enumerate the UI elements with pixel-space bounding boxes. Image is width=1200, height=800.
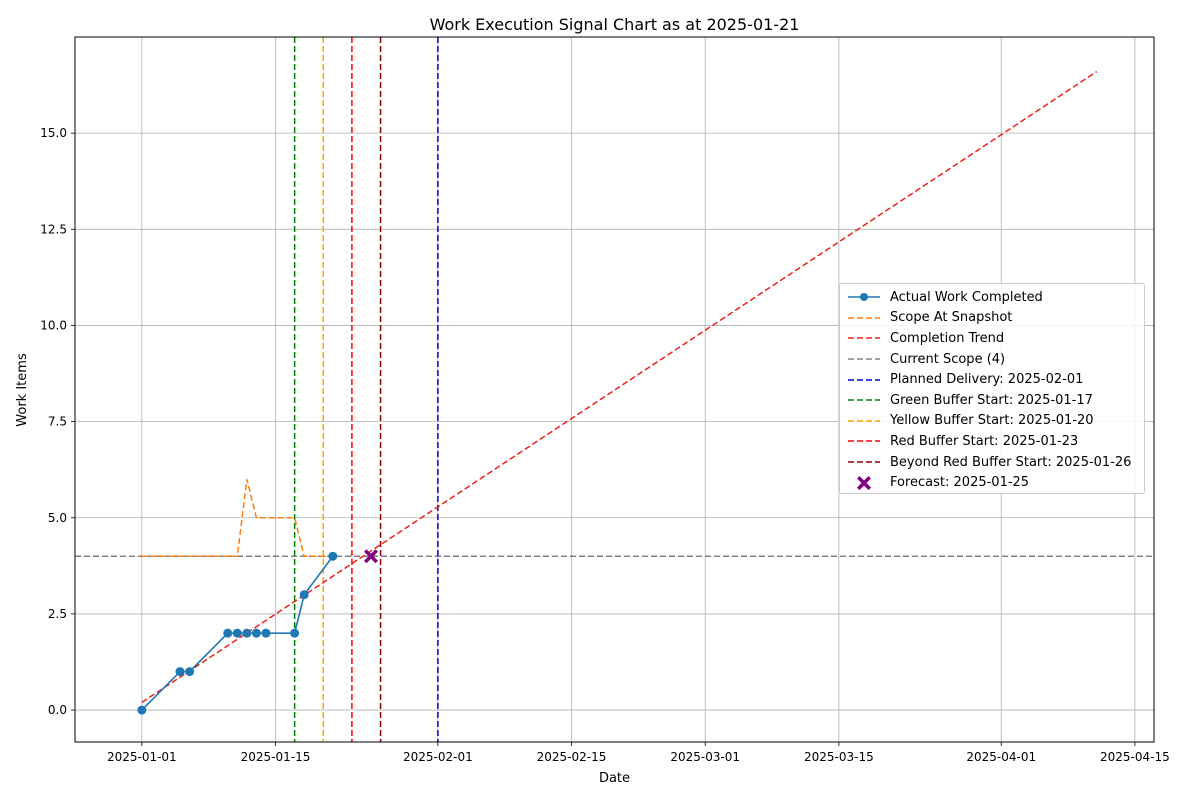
axes-frame (74, 36, 1155, 743)
legend-swatch (857, 475, 871, 490)
ticks: 2025-01-01 2025-01-15 2025-02-01 2025-02-15… (40, 126, 1169, 764)
y-tick-label: 0.0 (48, 703, 67, 717)
point-actual-work-completed (242, 628, 252, 638)
legend: Actual Work Completed Scope At Snapshot Co… (839, 283, 1145, 494)
legend-item: Red Buffer Start: 2025-01-23 (840, 431, 1144, 452)
y-axis-label: Work Items (15, 353, 30, 427)
legend-label: Forecast: 2025-01-25 (890, 475, 1030, 491)
chart-title: Work Execution Signal Chart as at 2025-0… (430, 15, 800, 34)
x-tick-label: 2025-03-01 (670, 750, 740, 764)
legend-item: Planned Delivery: 2025-02-01 (840, 369, 1144, 390)
point-actual-work-completed (261, 628, 271, 638)
y-tick-label: 7.5 (48, 415, 67, 429)
y-tick-label: 5.0 (48, 511, 67, 525)
legend-item: Scope At Snapshot (840, 308, 1144, 329)
point-actual-work-completed (185, 667, 195, 677)
x-tick-label: 2025-03-15 (804, 750, 874, 764)
point-actual-work-completed (223, 628, 233, 638)
legend-label: Red Buffer Start: 2025-01-23 (890, 433, 1079, 449)
legend-swatch (848, 420, 880, 422)
legend-label: Current Scope (4) (890, 351, 1006, 367)
legend-swatch-marker (857, 475, 871, 490)
legend-label: Scope At Snapshot (890, 310, 1013, 326)
point-actual-work-completed (299, 590, 309, 600)
legend-item: Current Scope (4) (840, 349, 1144, 370)
legend-swatch (848, 358, 880, 360)
line-scope-at-snapshot (141, 479, 333, 557)
point-actual-work-completed (328, 551, 338, 561)
legend-item: Completion Trend (840, 328, 1144, 349)
y-tick-label: 12.5 (40, 222, 67, 236)
x-tick-label: 2025-01-15 (241, 750, 311, 764)
legend-swatch (848, 293, 880, 302)
legend-swatch-marker (860, 293, 868, 302)
legend-swatch (848, 440, 880, 443)
point-actual-work-completed (290, 628, 300, 638)
legend-label: Green Buffer Start: 2025-01-17 (890, 392, 1093, 408)
x-tick-label: 2025-04-01 (966, 750, 1036, 764)
point-actual-work-completed (251, 628, 261, 638)
legend-label: Completion Trend (890, 330, 1005, 346)
x-tick-label: 2025-02-15 (537, 750, 607, 764)
marker-forecast-2025-01-25 (364, 549, 379, 564)
forecast-x-icon (857, 475, 871, 490)
legend-label: Yellow Buffer Start: 2025-01-20 (890, 413, 1094, 429)
legend-item: Green Buffer Start: 2025-01-17 (840, 390, 1144, 411)
point-actual-work-completed (137, 705, 147, 715)
legend-swatch (848, 461, 880, 463)
legend-label: Actual Work Completed (890, 289, 1043, 305)
x-tick-label: 2025-01-01 (107, 750, 177, 764)
legend-item: Forecast: 2025-01-25 (840, 472, 1144, 493)
series-layer (75, 37, 1154, 742)
y-tick-label: 15.0 (40, 126, 67, 140)
legend-label: Planned Delivery: 2025-02-01 (890, 372, 1084, 388)
y-tick-label: 2.5 (48, 607, 67, 621)
legend-label: Beyond Red Buffer Start: 2025-01-26 (890, 454, 1132, 470)
legend-swatch (848, 399, 880, 402)
x-axis-label: Date (599, 771, 630, 786)
legend-item: Beyond Red Buffer Start: 2025-01-26 (840, 452, 1144, 473)
legend-swatch (848, 378, 880, 381)
legend-item: Yellow Buffer Start: 2025-01-20 (840, 411, 1144, 432)
legend-swatch (848, 317, 880, 319)
legend-swatch (848, 337, 880, 340)
y-tick-label: 10.0 (40, 318, 67, 332)
x-tick-label: 2025-02-01 (403, 750, 473, 764)
point-actual-work-completed (232, 628, 242, 638)
point-actual-work-completed (175, 667, 185, 677)
x-tick-label: 2025-04-15 (1100, 750, 1170, 764)
legend-item: Actual Work Completed (840, 287, 1144, 308)
forecast-x-icon (364, 549, 379, 564)
